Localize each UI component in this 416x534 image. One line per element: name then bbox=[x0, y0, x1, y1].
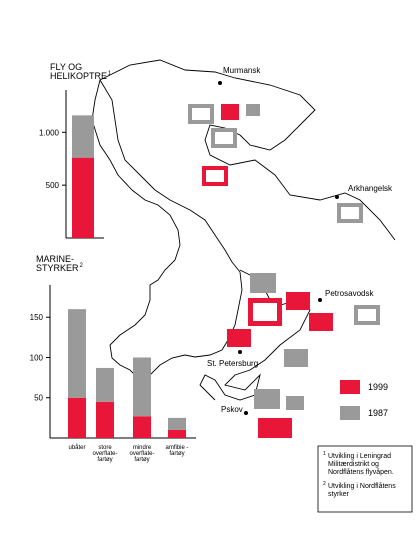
city-labels: Murmansk Arkhangelsk Petrosavodsk St. Pe… bbox=[207, 66, 393, 414]
bar-segment bbox=[72, 115, 94, 158]
map bbox=[91, 59, 396, 438]
bar-segment bbox=[133, 357, 151, 417]
bar-segment bbox=[72, 157, 94, 238]
y-tick-label: 1.000 bbox=[39, 128, 60, 137]
y-tick-label: 150 bbox=[30, 313, 44, 322]
bar-segment bbox=[133, 416, 151, 438]
legend-label: 1999 bbox=[368, 382, 388, 392]
legend-swatch bbox=[340, 380, 360, 394]
chart-title: FLY OG HELIKOPTRE bbox=[50, 62, 107, 81]
y-tick-label: 100 bbox=[30, 353, 44, 362]
city-label: Murmansk bbox=[223, 66, 261, 75]
footnote-mark: 1 bbox=[323, 451, 326, 457]
bar-segment bbox=[168, 429, 186, 438]
bar-segment bbox=[96, 401, 114, 438]
city-label: Petrosavodsk bbox=[325, 289, 374, 298]
bar-segment bbox=[68, 309, 86, 398]
x-tick-label: ubåter bbox=[68, 444, 85, 451]
footnote-mark: 2 bbox=[323, 481, 326, 487]
bar-segment bbox=[96, 367, 114, 402]
legend-swatch bbox=[340, 406, 360, 420]
x-tick-label: mindre overflate-fartøy bbox=[129, 445, 154, 463]
coastline bbox=[91, 59, 396, 401]
chart-title: MARINE-STYRKER bbox=[36, 254, 79, 273]
city-label: Arkhangelsk bbox=[348, 184, 393, 193]
title-note: 2 bbox=[80, 263, 84, 269]
bar-segment bbox=[68, 397, 86, 438]
y-tick-label: 50 bbox=[34, 394, 43, 403]
y-tick-label: 500 bbox=[46, 181, 60, 190]
footnote-text: Utvikling i Nordflåtens styrker bbox=[328, 482, 396, 498]
bar-segment bbox=[168, 417, 186, 430]
city-label: Pskov bbox=[221, 405, 243, 414]
x-tick-label: store overflate-fartøy bbox=[92, 445, 117, 463]
x-tick-label: amfibie -fartøy bbox=[165, 445, 188, 457]
city-label: St. Petersburg bbox=[207, 359, 258, 368]
icons bbox=[188, 81, 380, 438]
footnote-text: Utvikling i Leningrad Militærdistrikt og N… bbox=[328, 453, 394, 476]
title-note: 1 bbox=[108, 71, 112, 77]
footnote-box bbox=[317, 445, 413, 513]
legend-label: 1987 bbox=[368, 408, 388, 418]
